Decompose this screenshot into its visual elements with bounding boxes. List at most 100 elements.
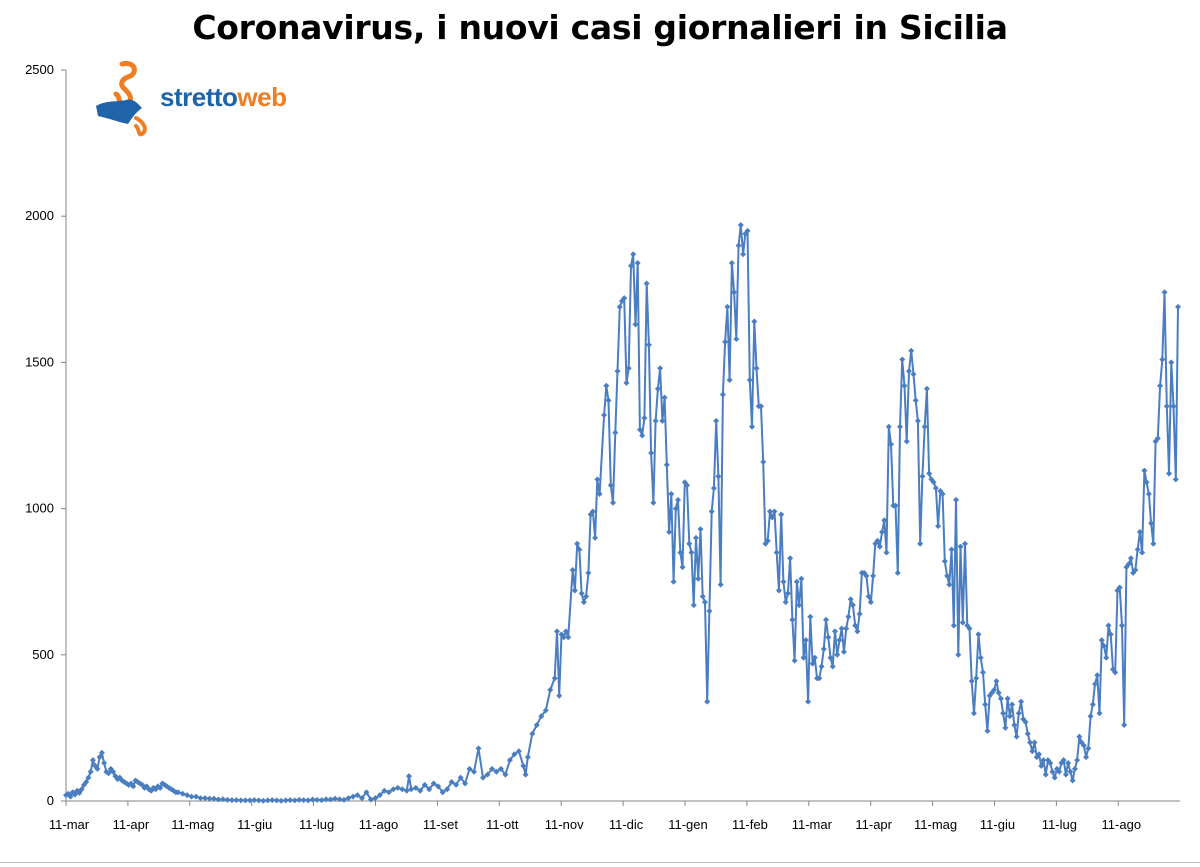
data-point: [475, 745, 482, 752]
data-point: [520, 762, 527, 769]
data-point: [1069, 777, 1076, 784]
data-point: [569, 567, 576, 574]
data-point: [740, 251, 747, 258]
data-point: [672, 505, 679, 512]
data-point: [1094, 672, 1101, 679]
data-point: [876, 543, 883, 550]
data-point: [979, 669, 986, 676]
data-point: [688, 549, 695, 556]
data-point: [184, 792, 191, 799]
x-tick-label: 11-apr: [113, 817, 150, 832]
data-point: [973, 675, 980, 682]
data-point: [773, 549, 780, 556]
data-point: [390, 786, 397, 793]
data-point: [632, 321, 639, 328]
data-point: [1080, 742, 1087, 749]
data-point: [919, 473, 926, 480]
data-point: [766, 508, 773, 515]
data-point: [1022, 719, 1029, 726]
data-point: [89, 757, 96, 764]
data-point: [733, 336, 740, 343]
data-point: [1175, 303, 1181, 310]
data-point: [318, 797, 325, 804]
data-point: [955, 651, 962, 658]
data-point: [1013, 733, 1020, 740]
data-point: [354, 792, 361, 799]
data-point: [417, 787, 424, 794]
data-point: [497, 765, 504, 772]
data-point: [811, 654, 818, 661]
data-point: [684, 482, 691, 489]
data-point: [793, 578, 800, 585]
x-tick-label: 11-nov: [545, 817, 584, 832]
data-point: [953, 496, 960, 503]
data-point: [1067, 768, 1074, 775]
data-point: [623, 379, 630, 386]
data-point: [1107, 631, 1114, 638]
data-point: [224, 796, 231, 803]
data-point: [690, 602, 697, 609]
data-point: [1134, 546, 1141, 553]
data-point: [652, 417, 659, 424]
data-point: [856, 610, 863, 617]
data-point: [849, 602, 856, 609]
data-point: [1060, 757, 1067, 764]
data-point: [506, 757, 513, 764]
data-point: [840, 648, 847, 655]
data-point: [1159, 356, 1166, 363]
x-tick-label: 11-mag: [171, 817, 214, 832]
data-point: [1118, 622, 1125, 629]
data-point: [444, 786, 451, 793]
data-point: [1009, 701, 1016, 708]
data-point: [917, 540, 924, 547]
data-point: [607, 482, 614, 489]
data-point: [905, 368, 912, 375]
x-tick-label: 11-feb: [732, 817, 768, 832]
data-point: [358, 795, 365, 802]
data-point: [1062, 771, 1069, 778]
data-point: [710, 485, 717, 492]
data-point: [995, 689, 1002, 696]
data-point: [457, 774, 464, 781]
data-point: [1040, 757, 1047, 764]
data-point: [899, 356, 906, 363]
data-point: [511, 751, 518, 758]
data-point: [982, 701, 989, 708]
data-point: [105, 770, 112, 777]
data-point: [399, 786, 406, 793]
data-point: [394, 784, 401, 791]
data-point: [1103, 654, 1110, 661]
data-point: [260, 797, 267, 804]
data-point: [775, 587, 782, 594]
data-point: [206, 795, 213, 802]
data-point: [130, 783, 137, 790]
data-point: [666, 528, 673, 535]
data-point: [571, 587, 578, 594]
data-point: [939, 490, 946, 497]
data-point: [892, 502, 899, 509]
data-point: [515, 748, 522, 755]
x-tick-label: 11-apr: [855, 817, 892, 832]
data-point: [1027, 739, 1034, 746]
data-point: [1127, 555, 1134, 562]
data-point: [796, 602, 803, 609]
data-point: [305, 797, 312, 804]
data-point: [574, 540, 581, 547]
data-point: [966, 625, 973, 632]
y-tick-label: 1500: [25, 354, 54, 369]
data-point: [950, 622, 957, 629]
data-point: [179, 790, 186, 797]
data-point: [1038, 762, 1045, 769]
data-point: [686, 540, 693, 547]
data-point: [556, 692, 563, 699]
data-point: [269, 797, 276, 804]
data-point: [345, 795, 352, 802]
data-point: [101, 759, 108, 766]
data-point: [448, 778, 455, 785]
data-point: [376, 792, 383, 799]
data-point: [807, 613, 814, 620]
data-point: [722, 338, 729, 345]
data-point: [585, 569, 592, 576]
data-point: [753, 365, 760, 372]
data-point: [639, 432, 646, 439]
